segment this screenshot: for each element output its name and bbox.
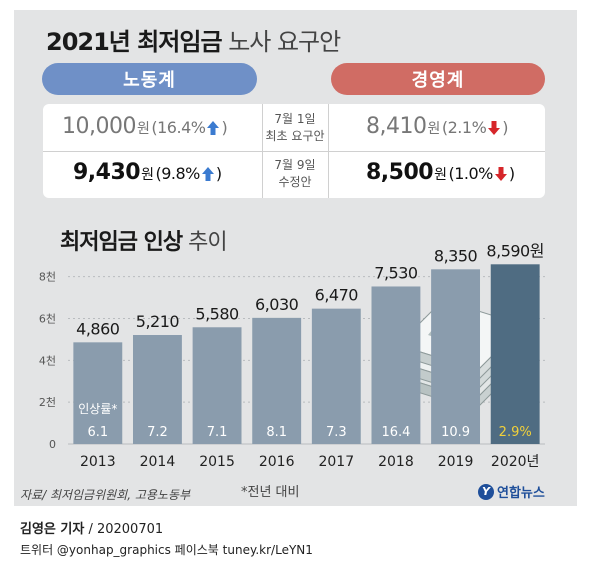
labor-initial: 10,000 원 (16.4% ) xyxy=(62,114,228,139)
down-arrow-icon xyxy=(494,166,507,181)
social-links: 트위터 @yonhap_graphics 페이스북 tuney.kr/LeYN1 xyxy=(20,543,313,557)
rate-header-label: 인상률* xyxy=(78,402,117,416)
x-tick-label: 2014 xyxy=(140,454,176,470)
data-label: 4,860 xyxy=(76,319,120,338)
card-vdivider-right xyxy=(328,104,329,198)
down-arrow-icon xyxy=(488,120,501,135)
bar xyxy=(311,308,361,444)
y-tick-label: 2천 xyxy=(39,395,56,409)
rate-label: 2.9% xyxy=(499,425,532,440)
rate-label: 16.4 xyxy=(381,425,410,440)
source-text: 자료/ 최저임금위원회, 고용노동부 xyxy=(20,488,191,502)
y-tick-label: 0 xyxy=(49,438,56,451)
data-label: 6,470 xyxy=(315,286,359,305)
labor-label: 노동계 xyxy=(42,63,257,95)
bar xyxy=(252,317,302,444)
data-label: 7,530 xyxy=(374,263,418,282)
data-label: 8,350 xyxy=(434,246,478,265)
data-label: 8,590원 xyxy=(486,241,544,260)
rate-label: 7.1 xyxy=(207,425,228,440)
x-tick-label: 2015 xyxy=(199,454,235,470)
rate-label: 8.1 xyxy=(266,425,287,440)
card-vdivider-left xyxy=(262,104,263,198)
y-tick-label: 8천 xyxy=(39,270,56,284)
data-label: 5,210 xyxy=(136,312,180,331)
brand-logo: Y 연합뉴스 xyxy=(478,482,545,501)
page-title: 2021년 최저임금 노사 요구안 xyxy=(46,28,341,56)
x-tick-label: 2017 xyxy=(318,454,354,470)
up-arrow-icon xyxy=(201,166,214,181)
data-label: 6,030 xyxy=(255,295,299,314)
yonhap-logo-icon: Y xyxy=(478,483,494,500)
bar xyxy=(192,327,242,444)
management-revised: 8,500 원 (1.0% ) xyxy=(366,160,515,185)
x-tick-label: 2018 xyxy=(378,454,414,470)
footnote: *전년 대비 xyxy=(241,485,300,500)
data-label: 5,580 xyxy=(195,304,239,323)
management-initial: 8,410 원 (2.1% ) xyxy=(366,114,509,139)
byline: 김영은 기자 / 20200701 xyxy=(20,522,164,537)
x-tick-label: 2019 xyxy=(438,454,474,470)
x-tick-label: 2020년 xyxy=(491,454,540,470)
page-subtitle: 노사 요구안 xyxy=(221,28,341,56)
rate-label: 10.9 xyxy=(441,425,470,440)
y-tick-label: 6천 xyxy=(39,311,56,325)
bar xyxy=(73,342,123,444)
rate-label: 7.2 xyxy=(147,425,168,440)
revised-proposal-label: 7월 9일 수정안 xyxy=(274,158,316,189)
y-tick-label: 4천 xyxy=(39,353,56,367)
x-tick-label: 2016 xyxy=(259,454,295,470)
management-label: 경영계 xyxy=(331,63,545,95)
chart-title: 최저임금 인상 추이 xyxy=(60,230,228,255)
initial-proposal-label: 7월 1일 최초 요구안 xyxy=(265,112,325,143)
card-divider xyxy=(43,151,545,152)
rate-label: 7.3 xyxy=(326,425,347,440)
rate-label: 6.1 xyxy=(87,425,108,440)
bar xyxy=(371,286,421,444)
bar xyxy=(490,264,540,444)
labor-revised: 9,430 원 (9.8% ) xyxy=(73,160,222,185)
up-arrow-icon xyxy=(207,120,220,135)
bar xyxy=(132,335,182,444)
bar xyxy=(431,269,481,444)
x-tick-label: 2013 xyxy=(80,454,116,470)
